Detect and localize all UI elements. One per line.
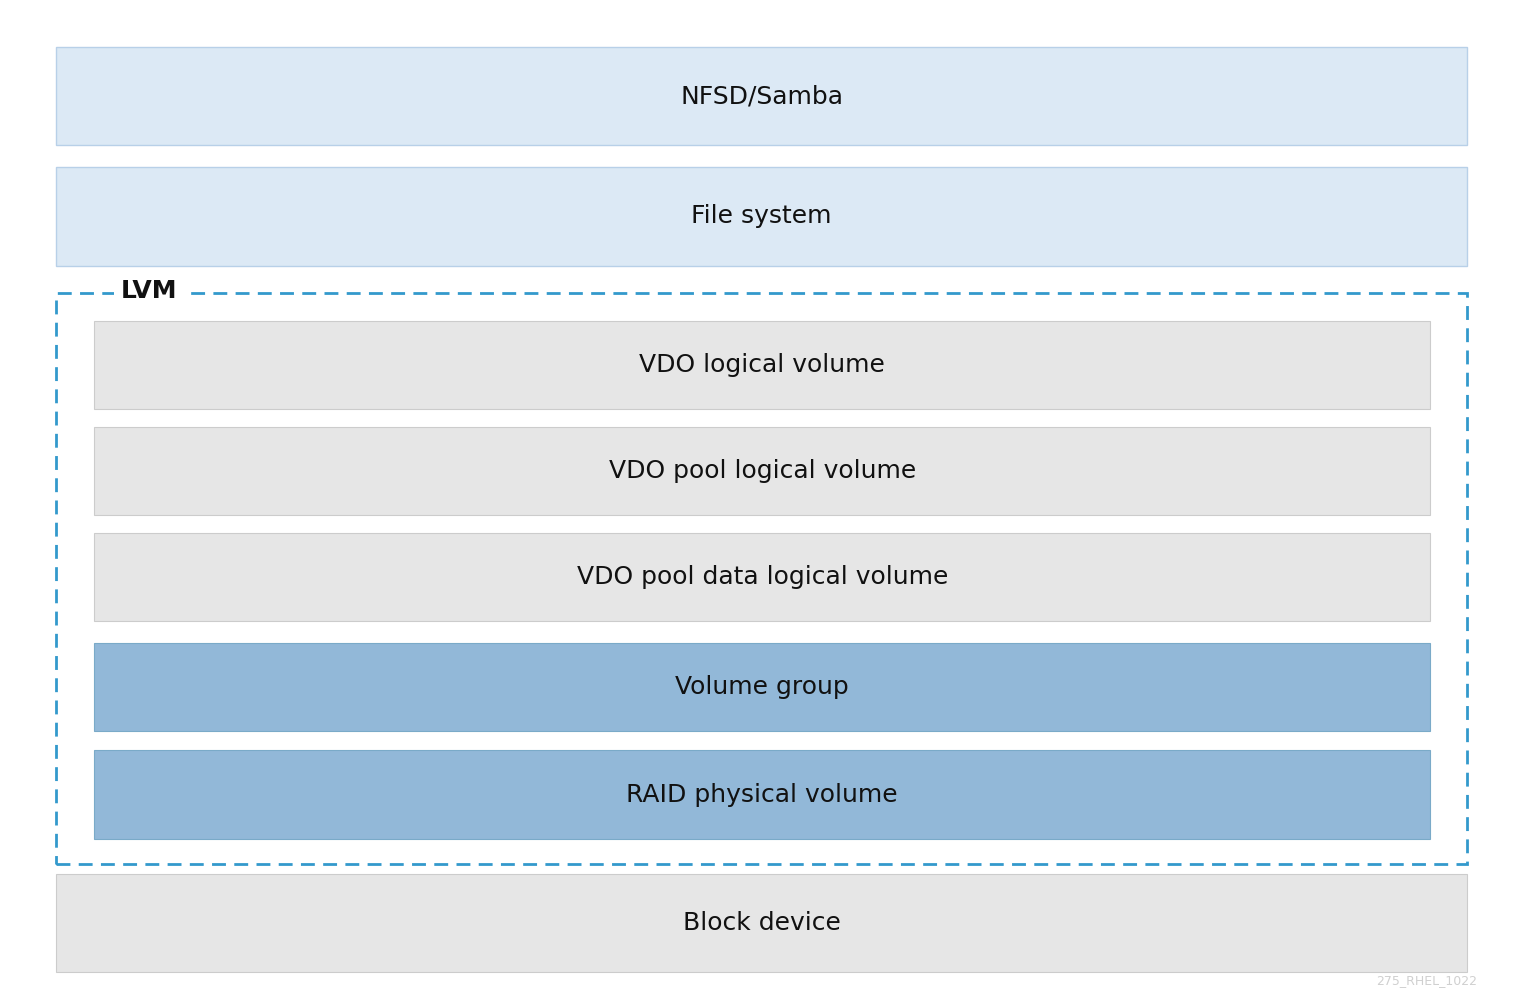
Text: LVM: LVM bbox=[120, 279, 178, 303]
FancyBboxPatch shape bbox=[56, 874, 1467, 972]
FancyBboxPatch shape bbox=[56, 47, 1467, 145]
FancyBboxPatch shape bbox=[94, 321, 1430, 409]
Text: NFSD/Samba: NFSD/Samba bbox=[679, 84, 844, 108]
FancyBboxPatch shape bbox=[94, 427, 1430, 515]
FancyBboxPatch shape bbox=[94, 750, 1430, 839]
Text: 275_RHEL_1022: 275_RHEL_1022 bbox=[1377, 974, 1477, 987]
Text: VDO pool data logical volume: VDO pool data logical volume bbox=[576, 565, 948, 589]
FancyBboxPatch shape bbox=[94, 643, 1430, 731]
FancyBboxPatch shape bbox=[94, 533, 1430, 621]
Text: Volume group: Volume group bbox=[675, 675, 850, 699]
Text: VDO logical volume: VDO logical volume bbox=[640, 353, 885, 377]
Text: VDO pool logical volume: VDO pool logical volume bbox=[608, 459, 917, 483]
FancyBboxPatch shape bbox=[56, 167, 1467, 266]
Text: File system: File system bbox=[692, 204, 831, 228]
Text: Block device: Block device bbox=[682, 911, 841, 935]
Text: RAID physical volume: RAID physical volume bbox=[626, 783, 898, 807]
